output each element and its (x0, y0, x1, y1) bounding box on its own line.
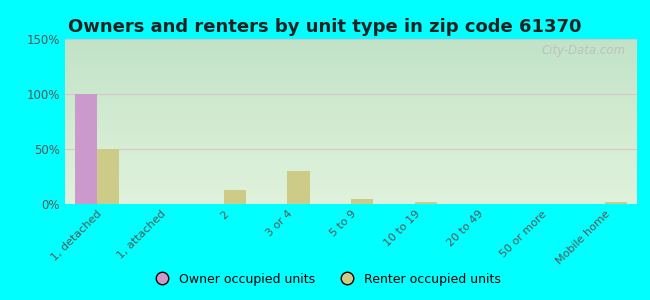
Text: Owners and renters by unit type in zip code 61370: Owners and renters by unit type in zip c… (68, 18, 582, 36)
Bar (224, 190, 246, 204)
Bar (351, 199, 373, 204)
Bar (605, 202, 627, 204)
Legend: Owner occupied units, Renter occupied units: Owner occupied units, Renter occupied un… (144, 268, 506, 291)
Bar (415, 202, 437, 204)
Bar (287, 171, 309, 204)
Text: City-Data.com: City-Data.com (541, 44, 625, 57)
Bar (75, 94, 97, 204)
Bar (97, 149, 119, 204)
